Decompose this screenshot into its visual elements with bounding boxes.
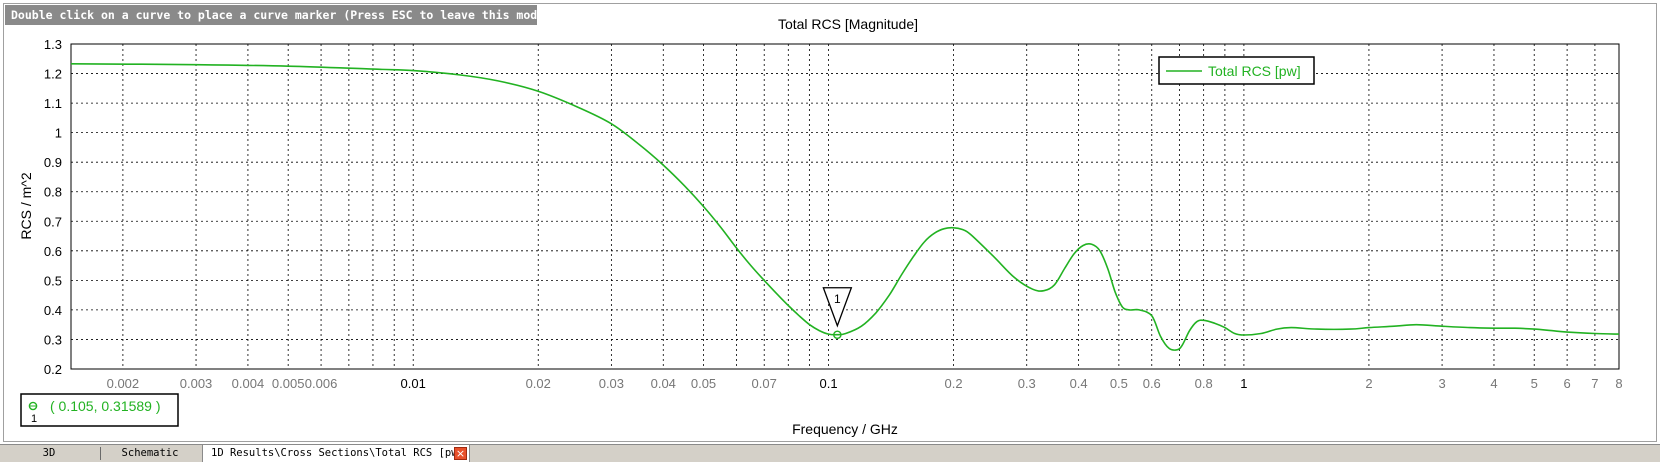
- readout-marker-number: 1: [31, 413, 37, 425]
- y-tick-label: 0.2: [44, 362, 62, 377]
- y-tick-label: 0.3: [44, 332, 62, 347]
- x-tick-label: 1: [1240, 376, 1247, 391]
- marker-label: 1: [834, 292, 841, 306]
- x-tick-label: 0.005: [272, 376, 305, 391]
- rcs-chart[interactable]: 0.002 0.003 0.004 0.005 0.006 0.01 0.02 0.03 0.0…: [0, 0, 1660, 444]
- x-tick-label: 0.004: [232, 376, 265, 391]
- x-tick-label: 7: [1591, 376, 1598, 391]
- x-tick-label: 0.02: [526, 376, 551, 391]
- mode-hint-banner: Double click on a curve to place a curve…: [5, 5, 537, 25]
- readout-values: ( 0.105, 0.31589 ): [50, 398, 161, 414]
- x-tick-label: 0.6: [1143, 376, 1161, 391]
- x-tick-label: 8: [1615, 376, 1622, 391]
- y-tick-label: 1.3: [44, 37, 62, 52]
- marker-readout[interactable]: 1 ( 0.105, 0.31589 ): [21, 394, 178, 426]
- x-tick-label: 0.8: [1195, 376, 1213, 391]
- legend-entry-total-rcs[interactable]: Total RCS [pw]: [1208, 63, 1301, 79]
- bottom-tab-bar: 3D Schematic 1D Results\Cross Sections\T…: [0, 444, 1660, 462]
- x-tick-label: 2: [1365, 376, 1372, 391]
- x-tick-label: 0.03: [599, 376, 624, 391]
- x-tick-label: 0.01: [401, 376, 426, 391]
- x-tick-label: 0.3: [1018, 376, 1036, 391]
- tab-3d[interactable]: 3D: [14, 445, 84, 462]
- y-tick-label: 0.7: [44, 214, 62, 229]
- tab-label: 1D Results\Cross Sections\Total RCS [pw]: [211, 447, 464, 459]
- x-tick-label: 0.07: [752, 376, 777, 391]
- x-tick-label: 3: [1438, 376, 1445, 391]
- x-tick-label: 0.003: [180, 376, 213, 391]
- y-tick-label: 0.9: [44, 155, 62, 170]
- close-icon[interactable]: ×: [454, 447, 467, 460]
- legend[interactable]: Total RCS [pw]: [1159, 57, 1314, 84]
- y-tick-label: 0.5: [44, 273, 62, 288]
- y-tick-label: 0.4: [44, 303, 62, 318]
- plot-area[interactable]: [71, 44, 1619, 369]
- x-tick-label: 0.002: [107, 376, 140, 391]
- x-tick-label: 0.1: [820, 376, 838, 391]
- x-tick-label: 0.006: [305, 376, 338, 391]
- x-tick-label: 0.4: [1070, 376, 1088, 391]
- x-tick-label: 0.04: [651, 376, 676, 391]
- x-tick-label: 6: [1563, 376, 1570, 391]
- x-tick-label: 0.5: [1110, 376, 1128, 391]
- x-tick-label: 4: [1490, 376, 1497, 391]
- x-axis-label: Frequency / GHz: [792, 421, 898, 437]
- y-axis-label: RCS / m^2: [18, 172, 34, 239]
- x-tick-label: 0.05: [691, 376, 716, 391]
- y-tick-label: 1: [55, 126, 62, 141]
- y-tick-label: 0.8: [44, 185, 62, 200]
- chart-title: Total RCS [Magnitude]: [778, 16, 918, 32]
- y-tick-label: 1.2: [44, 67, 62, 82]
- tab-1d-results-total-rcs[interactable]: 1D Results\Cross Sections\Total RCS [pw]: [202, 445, 470, 462]
- x-tick-label: 5: [1531, 376, 1538, 391]
- y-tick-label: 0.6: [44, 244, 62, 259]
- tab-separator: [100, 447, 101, 460]
- tab-schematic[interactable]: Schematic: [106, 445, 194, 462]
- x-tick-label: 0.2: [945, 376, 963, 391]
- y-tick-label: 1.1: [44, 96, 62, 111]
